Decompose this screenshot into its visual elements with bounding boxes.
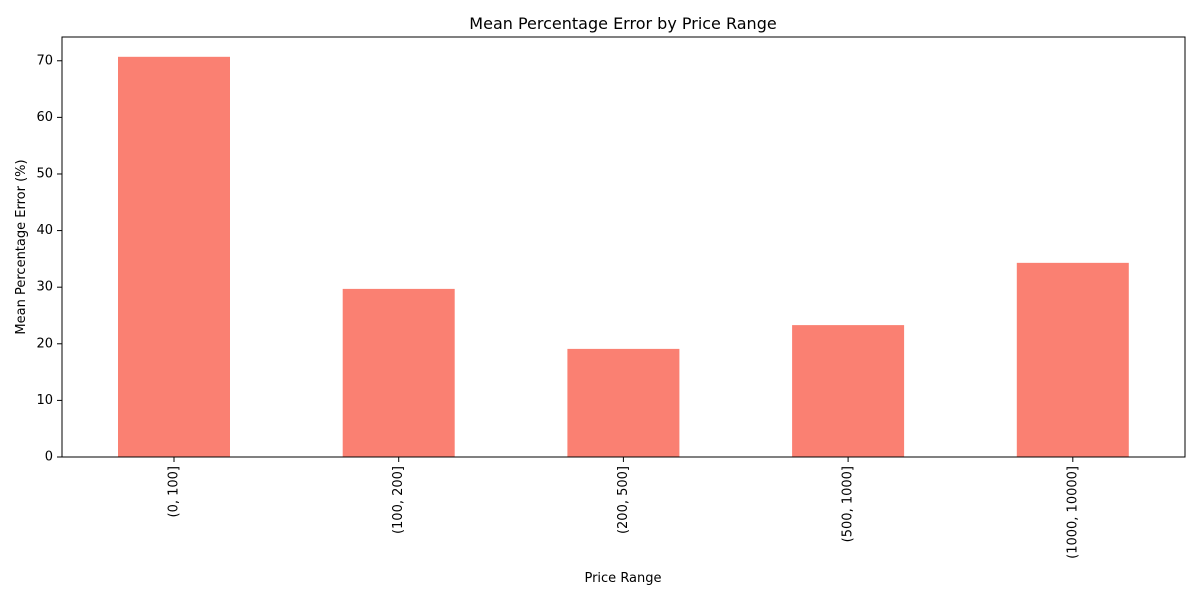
y-tick-label-7: 70 bbox=[36, 53, 53, 68]
x-tick-label-2: (200, 500] bbox=[616, 466, 631, 534]
y-tick-label-4: 40 bbox=[36, 223, 53, 238]
x-axis-ticks: (0, 100] (100, 200] (200, 500] (500, 1000] (… bbox=[167, 457, 1080, 559]
bar-2 bbox=[567, 348, 680, 457]
y-tick-label-2: 20 bbox=[36, 336, 53, 351]
bar-1 bbox=[342, 288, 455, 457]
x-axis-label: Price Range bbox=[584, 571, 661, 586]
x-tick-label-4: (1000, 10000] bbox=[1065, 466, 1080, 559]
y-axis-ticks: 0 10 20 30 40 50 60 70 bbox=[36, 53, 62, 465]
y-tick-label-5: 50 bbox=[36, 166, 53, 181]
x-tick-label-3: (500, 1000] bbox=[841, 466, 856, 542]
y-tick-label-3: 30 bbox=[36, 280, 53, 295]
y-tick-label-1: 10 bbox=[36, 393, 53, 408]
plot-frame bbox=[61, 36, 1186, 458]
bar-0 bbox=[118, 56, 230, 458]
bar-4 bbox=[1016, 262, 1129, 457]
y-tick-label-6: 60 bbox=[36, 110, 53, 125]
bar-3 bbox=[792, 325, 905, 457]
y-tick-label-0: 0 bbox=[45, 450, 53, 465]
x-tick-label-0: (0, 100] bbox=[167, 466, 182, 518]
bars-layer bbox=[118, 56, 1129, 458]
chart-title: Mean Percentage Error by Price Range bbox=[469, 14, 776, 33]
x-tick-label-1: (100, 200] bbox=[391, 466, 406, 534]
y-axis-label: Mean Percentage Error (%) bbox=[14, 159, 29, 334]
